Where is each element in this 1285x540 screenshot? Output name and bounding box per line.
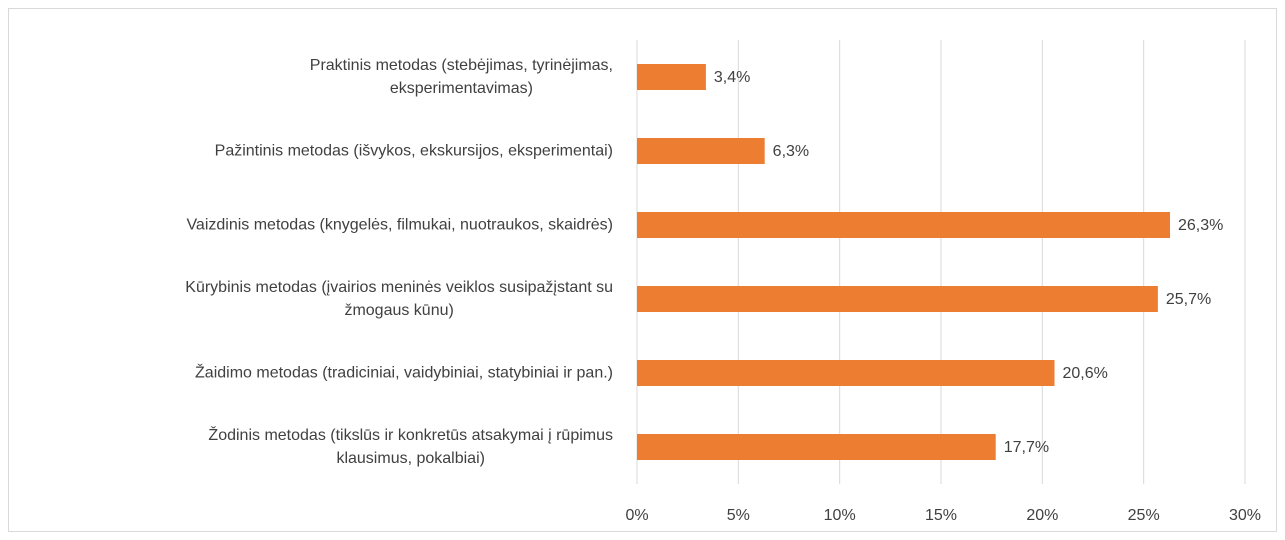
y-tick-label: Vaizdinis metodas (knygelės, filmukai, n… — [186, 216, 613, 234]
bar — [637, 64, 706, 90]
y-tick-label: Žodinis metodas (tikslūs ir konkretūs at… — [208, 427, 613, 467]
data-label: 6,3% — [773, 143, 809, 160]
x-tick-label: 15% — [925, 507, 957, 524]
y-tick-label: Žaidimo metodas (tradiciniai, vaidybinia… — [195, 364, 613, 382]
y-tick-label: Pažintinis metodas (išvykos, ekskursijos… — [214, 142, 613, 160]
bar — [637, 138, 765, 164]
x-tick-label: 30% — [1229, 507, 1261, 524]
y-tick-label: Praktinis metodas (stebėjimas, tyrinėjim… — [309, 57, 613, 97]
data-label: 17,7% — [1004, 439, 1049, 456]
bar — [637, 212, 1171, 238]
x-tick-label: 25% — [1128, 507, 1160, 524]
x-tick-label: 10% — [824, 507, 856, 524]
data-label: 25,7% — [1166, 291, 1211, 308]
y-tick-label: Kūrybinis metodas (įvairios meninės veik… — [185, 279, 613, 319]
bar — [637, 434, 996, 460]
data-label: 3,4% — [714, 69, 750, 86]
data-label: 26,3% — [1178, 217, 1223, 234]
x-tick-label: 0% — [625, 507, 648, 524]
data-label: 20,6% — [1062, 365, 1107, 382]
x-tick-label: 20% — [1026, 507, 1058, 524]
bar — [637, 286, 1158, 312]
bar — [637, 360, 1055, 386]
x-tick-label: 5% — [727, 507, 750, 524]
